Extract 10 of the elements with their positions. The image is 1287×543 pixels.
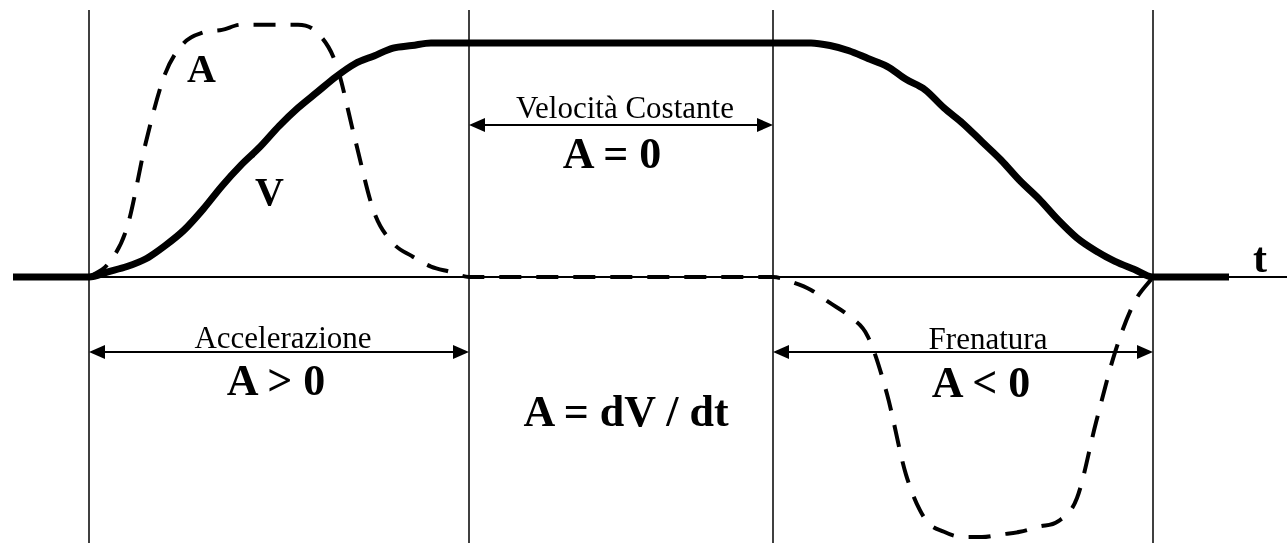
series-label: A bbox=[187, 46, 216, 92]
annotation: Frenatura bbox=[928, 321, 1048, 356]
annotation: Accelerazione bbox=[194, 320, 372, 355]
annotation: A > 0 bbox=[226, 356, 326, 405]
x-axis-title: t bbox=[1253, 234, 1267, 281]
annotation: A = 0 bbox=[562, 129, 662, 178]
annotation: A = dV / dt bbox=[523, 387, 729, 436]
annotation: A < 0 bbox=[931, 358, 1031, 407]
annotation: Velocità Costante bbox=[516, 90, 734, 125]
series-label: V bbox=[255, 168, 284, 214]
